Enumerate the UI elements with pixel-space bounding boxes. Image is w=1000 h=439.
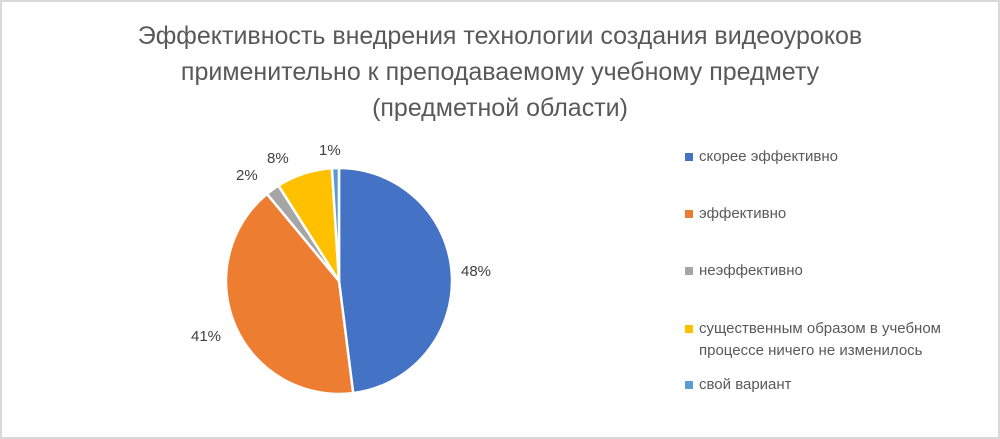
slice-svoy-variant xyxy=(330,166,341,282)
slice-skoree-effektivno xyxy=(337,166,454,395)
legend-label: эффективно xyxy=(699,205,787,222)
data-label-effektivno: 41% xyxy=(191,328,222,345)
data-label-nichego-ne-izmenilos: 8% xyxy=(267,150,289,167)
legend-label-line-1: существенным образом в учебном xyxy=(699,320,941,337)
legend-item-neeffektivno: неэффективно xyxy=(685,260,803,282)
legend-label: неэффективно xyxy=(699,262,803,279)
slice-effektivno xyxy=(224,192,355,396)
legend-swatch-blue xyxy=(685,153,693,161)
chart-title: Эффективность внедрения технологии созда… xyxy=(0,18,1000,126)
legend-label: свой вариант xyxy=(699,376,792,393)
legend-label: существенным образом в учебном процессе … xyxy=(699,318,941,362)
legend-item-svoy-variant: свой вариант xyxy=(685,374,792,396)
legend-swatch-lightblue xyxy=(685,381,693,389)
legend-item-skoree-effektivno: скорее эффективно xyxy=(685,146,838,168)
chart-title-line-3: (предметной области) xyxy=(372,94,628,122)
legend-swatch-orange xyxy=(685,210,693,218)
legend-label-line-2: процессе ничего не изменилось xyxy=(699,342,923,359)
data-label-skoree-effektivno: 48% xyxy=(461,263,492,280)
legend-item-nichego-ne-izmenilos: существенным образом в учебном процессе … xyxy=(685,318,941,362)
legend-label: скорее эффективно xyxy=(699,148,839,165)
legend-swatch-yellow xyxy=(685,325,693,333)
chart-title-line-1: Эффективность внедрения технологии созда… xyxy=(137,22,863,50)
legend-swatch-gray xyxy=(685,267,693,275)
legend-item-effektivno: эффективно xyxy=(685,203,786,225)
chart-title-line-2: применительно к преподаваемому учебному … xyxy=(180,58,820,86)
data-label-svoy-variant: 1% xyxy=(319,142,341,159)
data-label-neeffektivno: 2% xyxy=(236,167,258,184)
